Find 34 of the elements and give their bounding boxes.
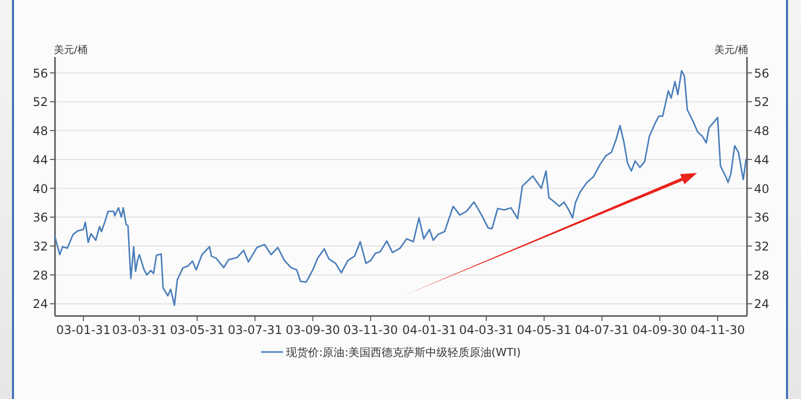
y2-tick-label: 32 [754, 240, 770, 254]
y-tick-label: 40 [32, 182, 48, 196]
y2-tick-label: 56 [754, 66, 770, 80]
x-tick-label: 04-03-31 [459, 323, 514, 337]
x-tick-label: 04-11-30 [690, 323, 745, 337]
x-tick-label: 04-07-31 [574, 323, 630, 337]
y2-axis-title: 美元/桶 [714, 44, 748, 56]
y-tick-label: 52 [32, 95, 48, 110]
x-tick-label: 03-03-31 [112, 323, 167, 337]
x-tick-label: 03-05-31 [170, 323, 224, 337]
x-tick-label: 04-01-31 [402, 323, 457, 337]
y2-tick-label: 40 [754, 182, 770, 196]
x-tick-label: 03-11-30 [343, 323, 398, 337]
y2-tick-label: 48 [754, 124, 770, 138]
y-tick-label: 32 [32, 240, 48, 254]
legend-label: 现货价:原油:美国西德克萨斯中级轻质原油(WTI) [286, 346, 521, 359]
x-tick-label: 04-05-31 [516, 323, 572, 337]
x-tick-label: 04-09-30 [632, 323, 688, 337]
y2-tick-label: 52 [754, 95, 770, 110]
y-axis-title: 美元/桶 [54, 44, 88, 56]
y-tick-label: 48 [32, 124, 48, 138]
y-tick-label: 24 [32, 297, 48, 312]
y-tick-label: 28 [32, 268, 48, 282]
y-tick-label: 36 [32, 210, 48, 225]
y2-tick-label: 44 [754, 152, 770, 167]
y-tick-label: 44 [32, 152, 48, 167]
x-tick-label: 03-01-31 [56, 323, 111, 337]
y2-tick-label: 36 [754, 210, 770, 225]
y2-tick-label: 28 [754, 268, 770, 282]
y-tick-label: 56 [32, 66, 48, 80]
line-series [54, 70, 747, 306]
x-tick-label: 03-07-31 [228, 323, 282, 337]
y2-tick-label: 24 [754, 297, 770, 312]
x-tick-label: 03-09-30 [286, 323, 340, 337]
